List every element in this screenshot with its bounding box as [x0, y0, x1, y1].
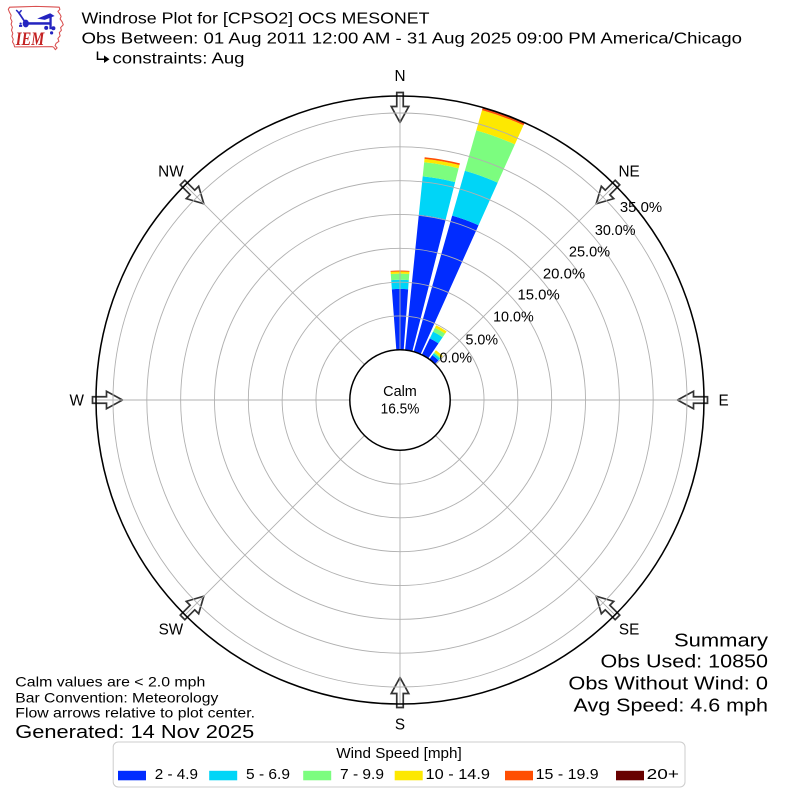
svg-text:NE: NE [618, 163, 639, 180]
svg-text:10.0%: 10.0% [493, 309, 534, 326]
svg-text:7 - 9.9: 7 - 9.9 [340, 767, 384, 783]
svg-text:Summary: Summary [674, 630, 769, 651]
svg-text:15.0%: 15.0% [518, 287, 560, 304]
svg-text:5.0%: 5.0% [466, 331, 499, 348]
svg-text:Flow arrows relative to plot c: Flow arrows relative to plot center. [15, 705, 255, 721]
svg-text:10 - 14.9: 10 - 14.9 [426, 767, 491, 783]
svg-text:0.0%: 0.0% [440, 349, 473, 366]
svg-text:NW: NW [158, 163, 184, 180]
svg-text:20+: 20+ [647, 767, 679, 783]
svg-text:15 - 19.9: 15 - 19.9 [536, 767, 599, 783]
svg-text:N: N [394, 68, 405, 85]
svg-text:SE: SE [619, 622, 639, 639]
svg-text:25.0%: 25.0% [569, 244, 610, 261]
svg-text:30.0%: 30.0% [595, 222, 636, 239]
svg-text:Calm: Calm [383, 383, 417, 400]
svg-text:S: S [395, 716, 405, 733]
svg-text:35.0%: 35.0% [620, 199, 662, 216]
svg-text:20.0%: 20.0% [543, 265, 585, 282]
svg-text:Obs Between: 01 Aug 2011 12:00: Obs Between: 01 Aug 2011 12:00 AM - 31 A… [82, 31, 743, 48]
svg-text:SW: SW [159, 622, 184, 639]
svg-text:Calm values are < 2.0 mph: Calm values are < 2.0 mph [15, 673, 205, 689]
svg-text:Generated: 14 Nov 2025: Generated: 14 Nov 2025 [15, 721, 254, 742]
svg-text:Wind Speed [mph]: Wind Speed [mph] [336, 746, 462, 762]
svg-text:2 - 4.9: 2 - 4.9 [155, 767, 198, 783]
svg-text:16.5%: 16.5% [381, 400, 420, 417]
svg-text:Bar Convention: Meteorology: Bar Convention: Meteorology [15, 689, 218, 705]
svg-text:W: W [69, 392, 84, 409]
svg-text:constraints: Aug: constraints: Aug [113, 51, 245, 68]
svg-text:Windrose Plot for [CPSO2] OCS: Windrose Plot for [CPSO2] OCS MESONET [82, 10, 431, 27]
svg-text:E: E [718, 392, 728, 409]
svg-text:IEM: IEM [15, 30, 45, 50]
svg-text:Avg Speed: 4.6 mph: Avg Speed: 4.6 mph [574, 695, 769, 716]
svg-text:Obs Used: 10850: Obs Used: 10850 [601, 651, 769, 672]
svg-text:5 - 6.9: 5 - 6.9 [246, 767, 290, 783]
svg-text:Obs Without Wind: 0: Obs Without Wind: 0 [568, 673, 768, 694]
